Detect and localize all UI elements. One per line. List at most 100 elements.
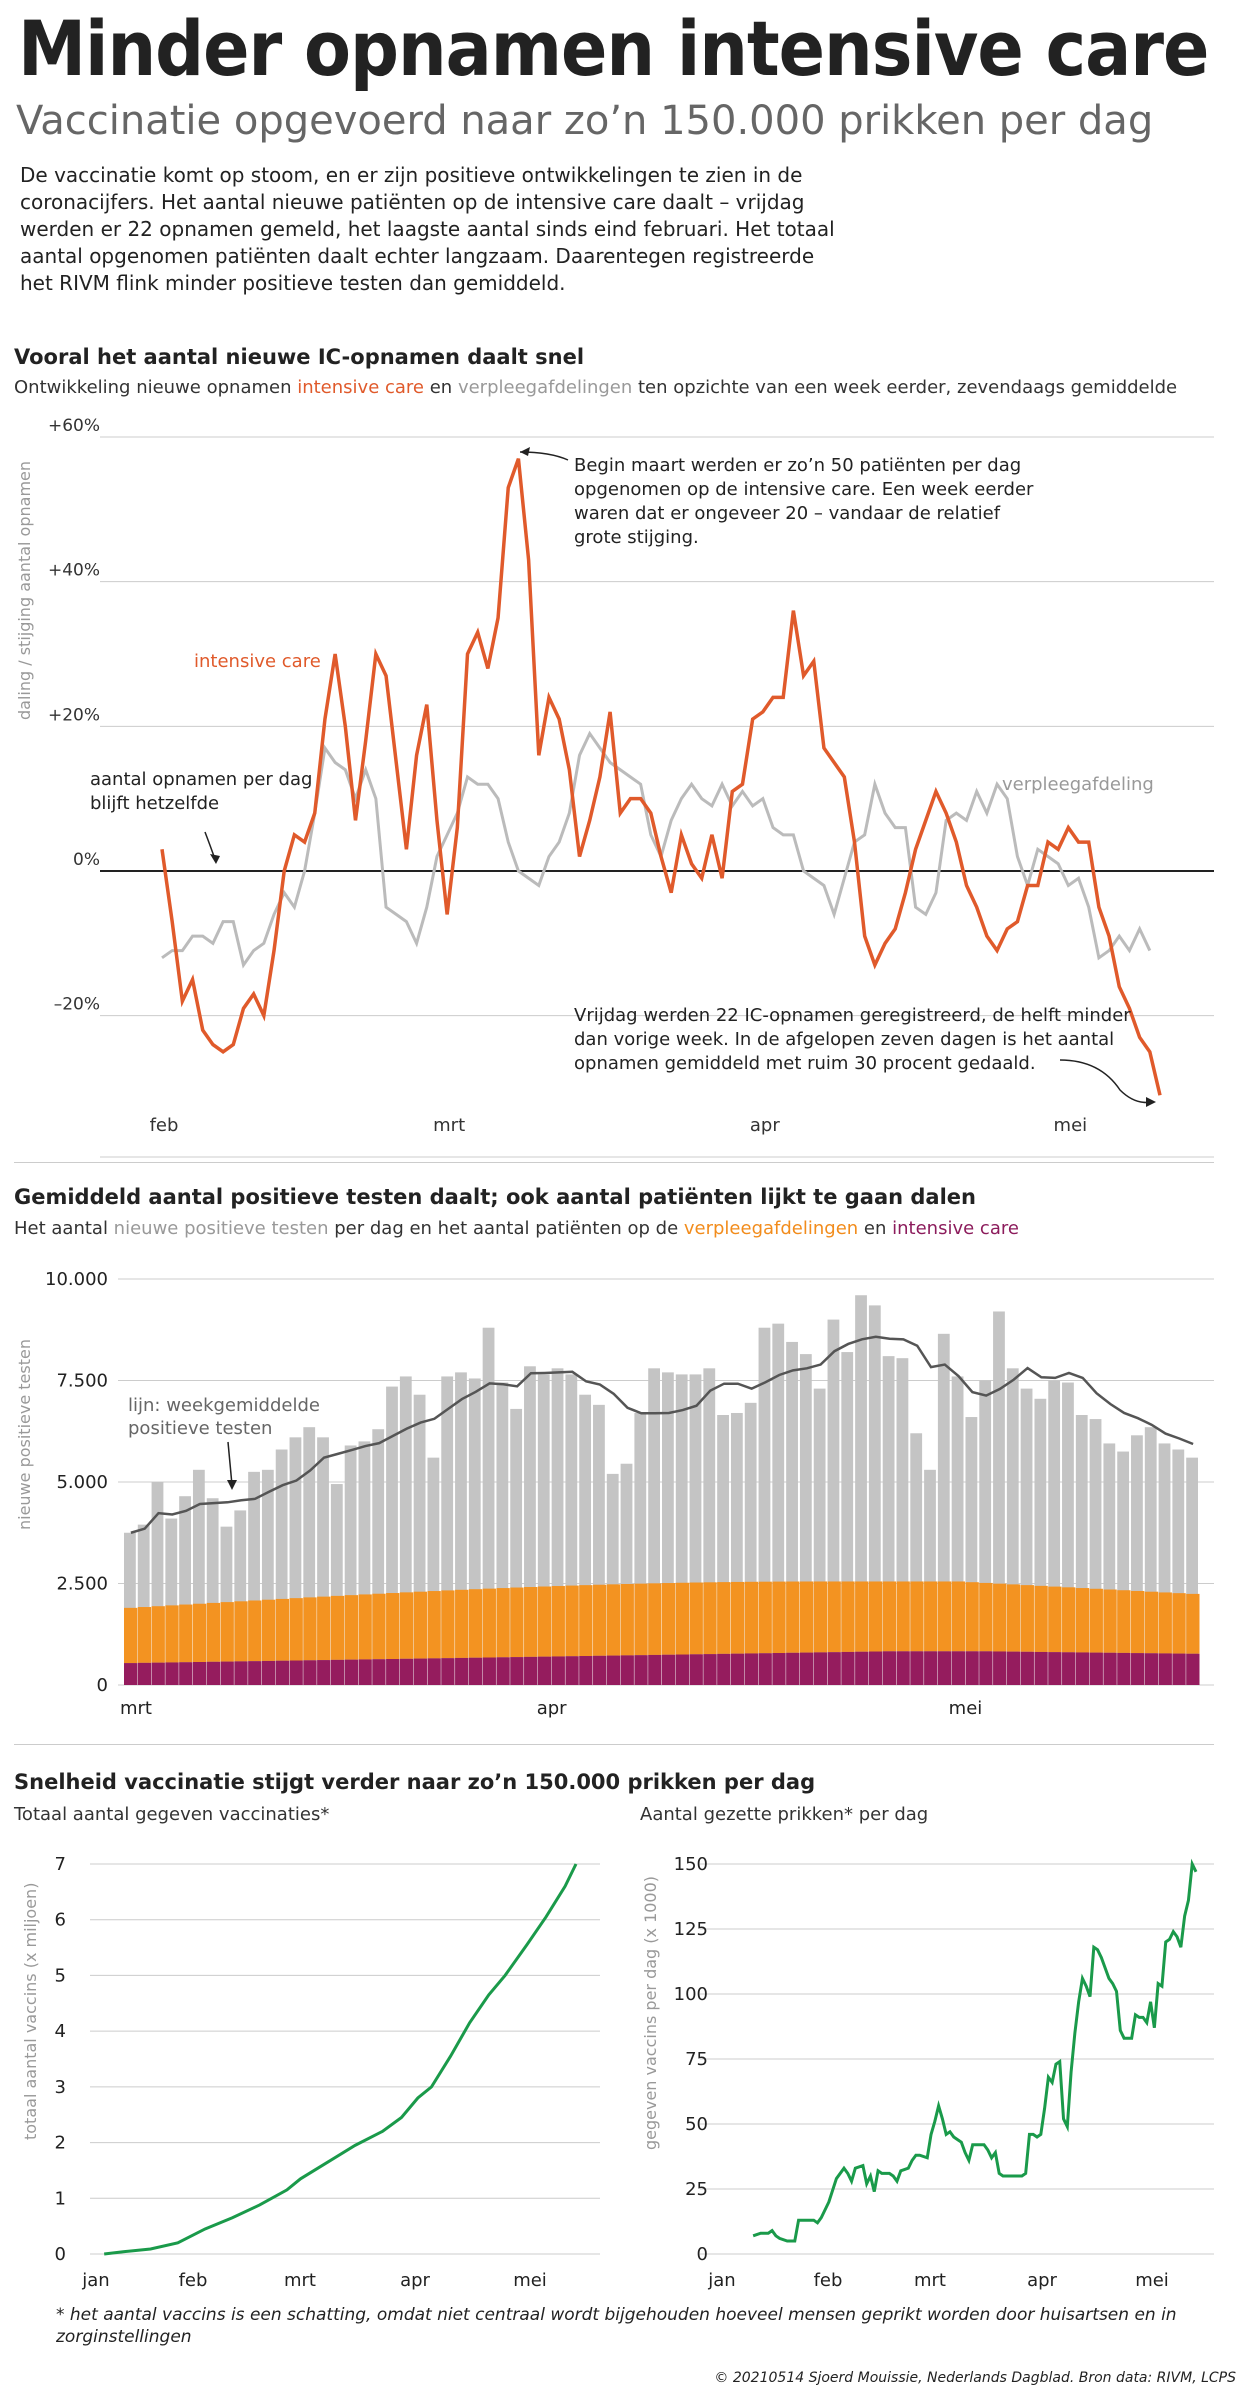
bar-ic	[192, 1662, 207, 1685]
x-tick-label: jan	[81, 2270, 109, 2291]
bar-tests	[634, 1412, 647, 1685]
bar-ic	[813, 1652, 828, 1685]
bar-tests	[551, 1368, 564, 1685]
bar-ic	[234, 1661, 248, 1685]
bar-tests	[192, 1469, 205, 1685]
bar-ward	[289, 1598, 303, 1661]
bar-tests	[1062, 1382, 1074, 1685]
bar-ic	[965, 1651, 979, 1685]
bar-ward	[551, 1586, 565, 1657]
bar-ward	[386, 1593, 400, 1660]
bar-ic	[372, 1659, 386, 1685]
bar-ward	[634, 1583, 648, 1656]
y-tick-label: +20%	[48, 705, 100, 725]
annotation-text: Vrijdag werden 22 IC-opnamen geregistree…	[574, 1005, 1131, 1026]
x-tick-label: mrt	[914, 2270, 946, 2291]
bar-ic	[662, 1654, 676, 1685]
page-title: Minder opnamen intensive care	[18, 4, 1209, 93]
chart2-subtitle-part: Het aantal	[14, 1218, 114, 1239]
bar-ic	[289, 1660, 303, 1685]
bar-ic	[1048, 1652, 1062, 1685]
bar-ward	[124, 1607, 138, 1664]
y-tick-label: 3	[55, 2077, 66, 2098]
bar-ic	[537, 1656, 552, 1685]
bar-ward	[662, 1583, 676, 1655]
bar-ward	[593, 1584, 607, 1656]
bar-ward	[275, 1598, 290, 1661]
bar-ic	[924, 1651, 938, 1685]
y-axis-label: daling / stijging aantal opnamen	[15, 461, 34, 720]
bar-tests	[455, 1372, 467, 1685]
bar-ward	[951, 1581, 965, 1652]
annotation-text: positieve testen	[128, 1418, 272, 1439]
x-tick-label: mrt	[284, 2270, 316, 2291]
bar-tests	[882, 1356, 895, 1685]
bar-ward	[993, 1583, 1007, 1652]
bar-ic	[758, 1653, 772, 1685]
bar-tests	[1117, 1451, 1130, 1685]
y-tick-label: 10.000	[45, 1269, 108, 1290]
bar-tests	[248, 1471, 260, 1685]
bar-tests	[330, 1484, 343, 1685]
bar-ward	[717, 1582, 731, 1654]
bar-tests	[1006, 1368, 1019, 1685]
bar-ward	[220, 1602, 234, 1662]
bar-ic	[882, 1651, 897, 1685]
annotation-text: blijft hetzelfde	[90, 793, 219, 814]
y-tick-label: 2.500	[56, 1574, 108, 1595]
bar-ward	[330, 1595, 345, 1660]
bar-ic	[261, 1660, 276, 1685]
bar-ic	[827, 1652, 841, 1685]
x-tick-label: mei	[1054, 1115, 1088, 1136]
bar-tests	[1172, 1449, 1185, 1685]
annotation-arrowhead	[1146, 1097, 1156, 1107]
bar-ward	[689, 1582, 703, 1655]
bar-tests	[206, 1498, 219, 1685]
annotation-text: grote stijging.	[574, 527, 699, 548]
x-tick-label: apr	[537, 1698, 567, 1719]
annotation-text: opnamen gemiddeld met ruim 30 procent ge…	[574, 1053, 1036, 1074]
bar-ic	[275, 1660, 290, 1685]
bar-ward	[179, 1604, 193, 1663]
y-tick-label: 2	[55, 2133, 66, 2154]
bar-ic	[399, 1658, 414, 1685]
bar-tests	[717, 1415, 729, 1685]
bar-ward	[510, 1587, 524, 1658]
bar-tests	[579, 1394, 592, 1685]
x-tick-label: mei	[513, 2270, 547, 2291]
bar-tests	[413, 1394, 426, 1685]
bar-ward	[1158, 1592, 1172, 1654]
bar-ward	[882, 1581, 897, 1652]
y-tick-label: 0%	[73, 850, 100, 870]
bar-tests	[979, 1380, 992, 1685]
bar-tests	[358, 1441, 371, 1685]
bar-ic	[551, 1656, 565, 1685]
bar-tests	[289, 1437, 302, 1685]
bar-tests	[896, 1358, 909, 1685]
x-tick-label: apr	[400, 2270, 430, 2291]
bar-tests	[703, 1368, 716, 1685]
y-tick-label: 0	[97, 1675, 108, 1696]
bar-ward	[413, 1591, 427, 1659]
bar-tests	[386, 1386, 398, 1685]
bar-ic	[1075, 1652, 1090, 1685]
bar-ic	[330, 1659, 345, 1685]
bar-tests	[813, 1388, 826, 1685]
bar-tests	[593, 1404, 605, 1685]
bar-ward	[441, 1590, 455, 1659]
bar-tests	[772, 1323, 785, 1685]
x-tick-label: jan	[707, 2270, 735, 2291]
bar-ward	[1089, 1588, 1103, 1653]
bar-tests	[855, 1295, 867, 1685]
y-tick-label: 0	[55, 2244, 66, 2265]
bar-tests	[1020, 1388, 1033, 1685]
y-tick-label: 100	[674, 1984, 708, 2005]
bar-ward	[758, 1581, 772, 1654]
bar-tests	[1131, 1435, 1143, 1685]
bar-ward	[261, 1599, 276, 1661]
bar-tests	[1144, 1427, 1157, 1685]
annotation-arrow	[1059, 1059, 1153, 1104]
chart2-subtitle-tests: nieuwe positieve testen	[113, 1218, 329, 1239]
